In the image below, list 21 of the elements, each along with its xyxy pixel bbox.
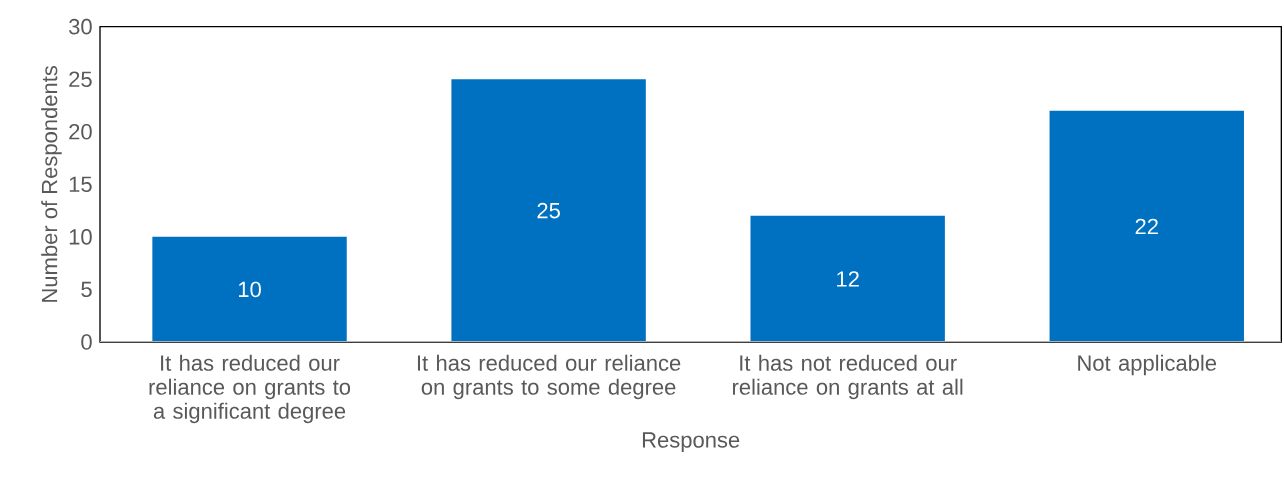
data-label: 12 (837, 271, 859, 287)
x-tick-label: It has reduced our reliance on grants to some degree (417, 354, 681, 400)
y-tick-label: 30 (69, 18, 92, 35)
y-tick-label: 25 (69, 71, 92, 87)
y-tick-label: 0 (81, 334, 92, 350)
x-tick-label: It has reduced our reliance on grants to a significant degree (149, 354, 351, 424)
bar (1049, 110, 1244, 342)
x-axis-title: Response (642, 432, 740, 453)
bar (451, 79, 646, 342)
y-tick-label: 10 (69, 229, 92, 245)
data-label: 22 (1135, 218, 1158, 235)
y-tick-label: 5 (81, 281, 92, 298)
y-tick-label: 15 (69, 176, 92, 192)
y-tick-label: 20 (69, 123, 92, 140)
data-label: 25 (537, 202, 560, 219)
bar (152, 236, 347, 342)
x-tick-label: It has not reduced our reliance on grants at all (732, 354, 963, 400)
data-label: 10 (238, 281, 261, 298)
y-axis-title: Number of Respondents (41, 65, 62, 302)
bar (750, 215, 945, 342)
x-tick-label: Not applicable (1078, 354, 1217, 376)
